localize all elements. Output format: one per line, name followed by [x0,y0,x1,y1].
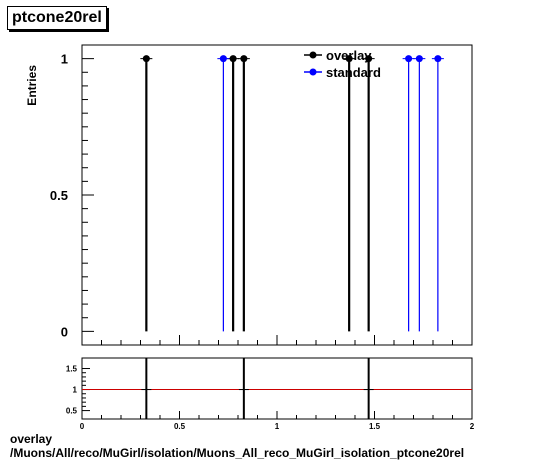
ratio-y-tick-label: 0.5 [66,407,78,416]
ratio-y-tick-label: 1.5 [66,365,78,374]
ratio-x-tick-label: 1.5 [369,422,381,431]
legend-overlay-marker [309,51,317,59]
overlay-point [345,55,353,63]
standard-point [415,55,423,63]
ratio-plot-frame [81,357,473,420]
footer-histogram-path: /Muons/All/reco/MuGirl/isolation/Muons_A… [10,446,465,460]
main-y-tick-label: 0.5 [50,188,68,203]
ratio-x-tick-label: 1 [275,422,280,431]
legend-standard-label: standard [326,65,381,80]
overlay-point [142,55,150,63]
main-y-tick-label: 0 [61,324,68,339]
standard-point [434,55,442,63]
main-plot-frame [81,44,473,346]
ratio-y-tick-label: 1 [73,386,78,395]
overlay-point [365,55,373,63]
ratio-x-tick-label: 2 [470,422,475,431]
ratio-x-tick-label: 0.5 [174,422,186,431]
standard-point [405,55,413,63]
y-axis-label: Entries [25,65,39,106]
legend-overlay-label: overlay [326,48,372,63]
main-y-tick-label: 1 [61,52,68,67]
histogram-title: ptcone20rel [7,6,107,30]
overlay-point [240,55,248,63]
footer-label: overlay [10,432,53,446]
legend-standard-marker [309,68,317,76]
x-axis-label: ptcone20rel [427,431,472,432]
standard-point [219,55,227,63]
overlay-point [229,55,237,63]
ratio-x-tick-label: 0 [80,422,85,431]
footer-path: overlay /Muons/All/reco/MuGirl/isolation… [10,432,464,460]
